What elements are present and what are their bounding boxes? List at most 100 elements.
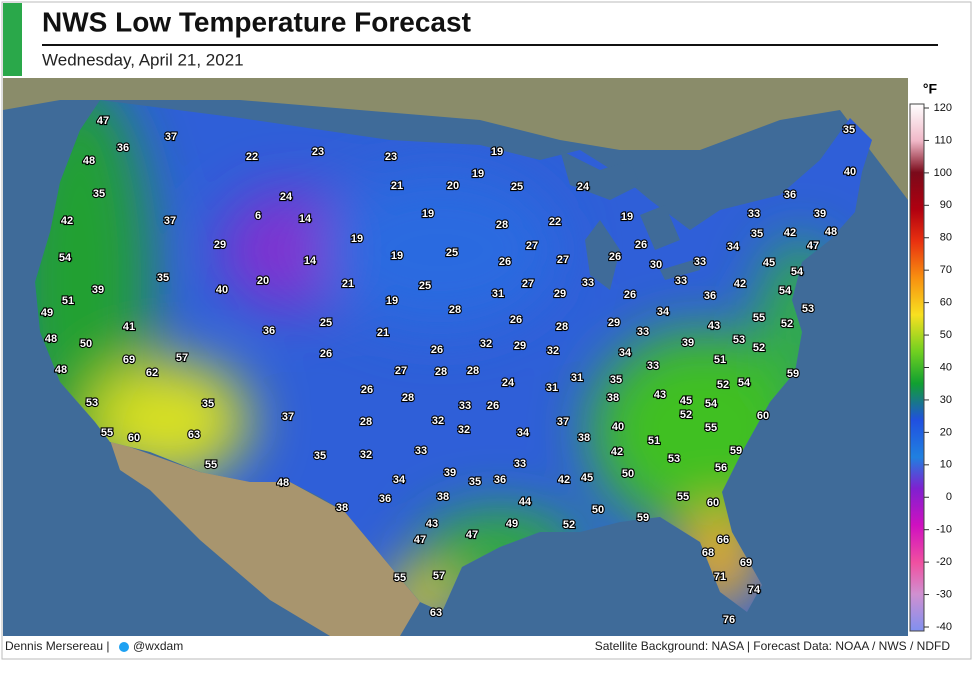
temperature-label: 23	[385, 151, 397, 163]
temperature-label: 33	[415, 445, 427, 457]
temperature-label: 26	[431, 344, 443, 356]
temperature-label: 59	[637, 512, 649, 524]
lake	[560, 150, 640, 200]
subtitle: Wednesday, April 21, 2021	[42, 50, 244, 69]
legend-tick-label: 110	[934, 134, 952, 146]
temperature-label: 48	[83, 155, 95, 167]
temperature-label: 39	[92, 284, 104, 296]
temperature-label: 69	[740, 557, 752, 569]
temperature-label: 33	[748, 208, 760, 220]
temperature-label: 26	[635, 239, 647, 251]
temperature-label: 20	[257, 275, 269, 287]
temperature-label: 24	[280, 191, 293, 203]
temperature-label: 33	[675, 275, 687, 287]
temperature-label: 59	[730, 445, 742, 457]
colorbar	[909, 103, 925, 632]
temperature-label: 36	[704, 290, 716, 302]
temperature-label: 49	[506, 518, 518, 530]
temperature-label: 37	[165, 131, 177, 143]
temperature-label: 27	[522, 278, 534, 290]
temperature-label: 42	[734, 278, 746, 290]
temperature-label: 30	[650, 259, 662, 271]
temperature-label: 28	[467, 365, 479, 377]
temperature-label: 50	[622, 468, 634, 480]
legend-tick-label: 80	[940, 232, 952, 244]
temperature-label: 33	[647, 360, 659, 372]
temperature-label: 38	[578, 432, 590, 444]
temperature-label: 35	[157, 272, 169, 284]
temperature-label: 40	[844, 166, 856, 178]
temperature-label: 48	[45, 333, 57, 345]
footer-sources: Satellite Background: NASA | Forecast Da…	[595, 639, 951, 653]
temperature-label: 34	[393, 474, 406, 486]
temperature-label: 26	[624, 289, 636, 301]
temperature-label: 48	[55, 364, 67, 376]
temperature-label: 47	[414, 534, 426, 546]
temperature-label: 47	[466, 529, 478, 541]
lake	[585, 220, 620, 290]
temperature-label: 14	[304, 255, 317, 267]
temperature-label: 33	[637, 326, 649, 338]
temperature-label: 19	[472, 168, 484, 180]
temperature-label: 19	[351, 233, 363, 245]
temperature-label: 32	[432, 415, 444, 427]
temperature-label: 28	[435, 366, 447, 378]
temperature-label: 34	[619, 347, 632, 359]
temperature-label: 26	[487, 400, 499, 412]
temperature-label: 22	[246, 151, 258, 163]
temperature-label: 66	[717, 534, 729, 546]
temperature-label: 48	[277, 477, 289, 489]
map: 47 37 36 48 22 23 23 19 19 35 35 24 21 20 25 24 40 36 6 14 3…	[3, 78, 908, 636]
temperature-label: 39	[444, 467, 456, 479]
temperature-label: 51	[62, 295, 74, 307]
temperature-label: 35	[469, 476, 481, 488]
lake	[660, 258, 700, 280]
title: NWS Low Temperature Forecast	[42, 6, 471, 37]
temperature-label: 40	[216, 284, 228, 296]
temperature-label: 51	[648, 435, 660, 447]
temperature-label: 28	[496, 219, 508, 231]
temperature-label: 19	[621, 211, 633, 223]
temperature-label: 29	[514, 340, 526, 352]
temperature-label: 34	[517, 427, 530, 439]
temperature-labels: 47 37 36 48 22 23 23 19 19 35 35 24 21 20 25 24 40 36 6 14 3…	[40, 114, 857, 627]
legend-tick-label: 50	[940, 329, 952, 341]
temperature-label: 19	[386, 295, 398, 307]
temperature-label: 33	[514, 458, 526, 470]
temperature-label: 48	[825, 226, 837, 238]
temperature-label: 38	[607, 392, 619, 404]
temperature-label: 33	[459, 400, 471, 412]
temperature-label: 26	[361, 384, 373, 396]
temperature-label: 38	[437, 491, 449, 503]
temperature-label: 63	[188, 429, 200, 441]
temperature-label: 42	[611, 446, 623, 458]
temperature-label: 36	[117, 142, 129, 154]
temperature-label: 25	[419, 280, 431, 292]
temperature-label: 47	[807, 240, 819, 252]
temperature-label: 52	[781, 318, 793, 330]
mexico-land	[110, 440, 420, 636]
temperature-label: 54	[59, 252, 72, 264]
temperature-label: 63	[430, 607, 442, 619]
legend-tick-label: 100	[934, 167, 952, 179]
temperature-label: 24	[502, 377, 515, 389]
temperature-label: 69	[123, 354, 135, 366]
legend-tick-label: 10	[940, 459, 952, 471]
temperature-label: 50	[592, 504, 604, 516]
temperature-label: 33	[694, 256, 706, 268]
temperature-label: 76	[723, 614, 735, 626]
temperature-label: 41	[123, 321, 135, 333]
temperature-label: 42	[61, 215, 73, 227]
legend-tick-label: 90	[940, 199, 952, 211]
footer	[3, 637, 969, 657]
temperature-label: 57	[433, 570, 445, 582]
temperature-label: 62	[146, 367, 158, 379]
canada-land	[3, 78, 908, 200]
temperature-label: 26	[320, 348, 332, 360]
temperature-label: 33	[582, 277, 594, 289]
temperature-label: 27	[395, 365, 407, 377]
temperature-label: 45	[763, 257, 775, 269]
temperature-label: 53	[668, 453, 680, 465]
temperature-label: 55	[705, 422, 717, 434]
